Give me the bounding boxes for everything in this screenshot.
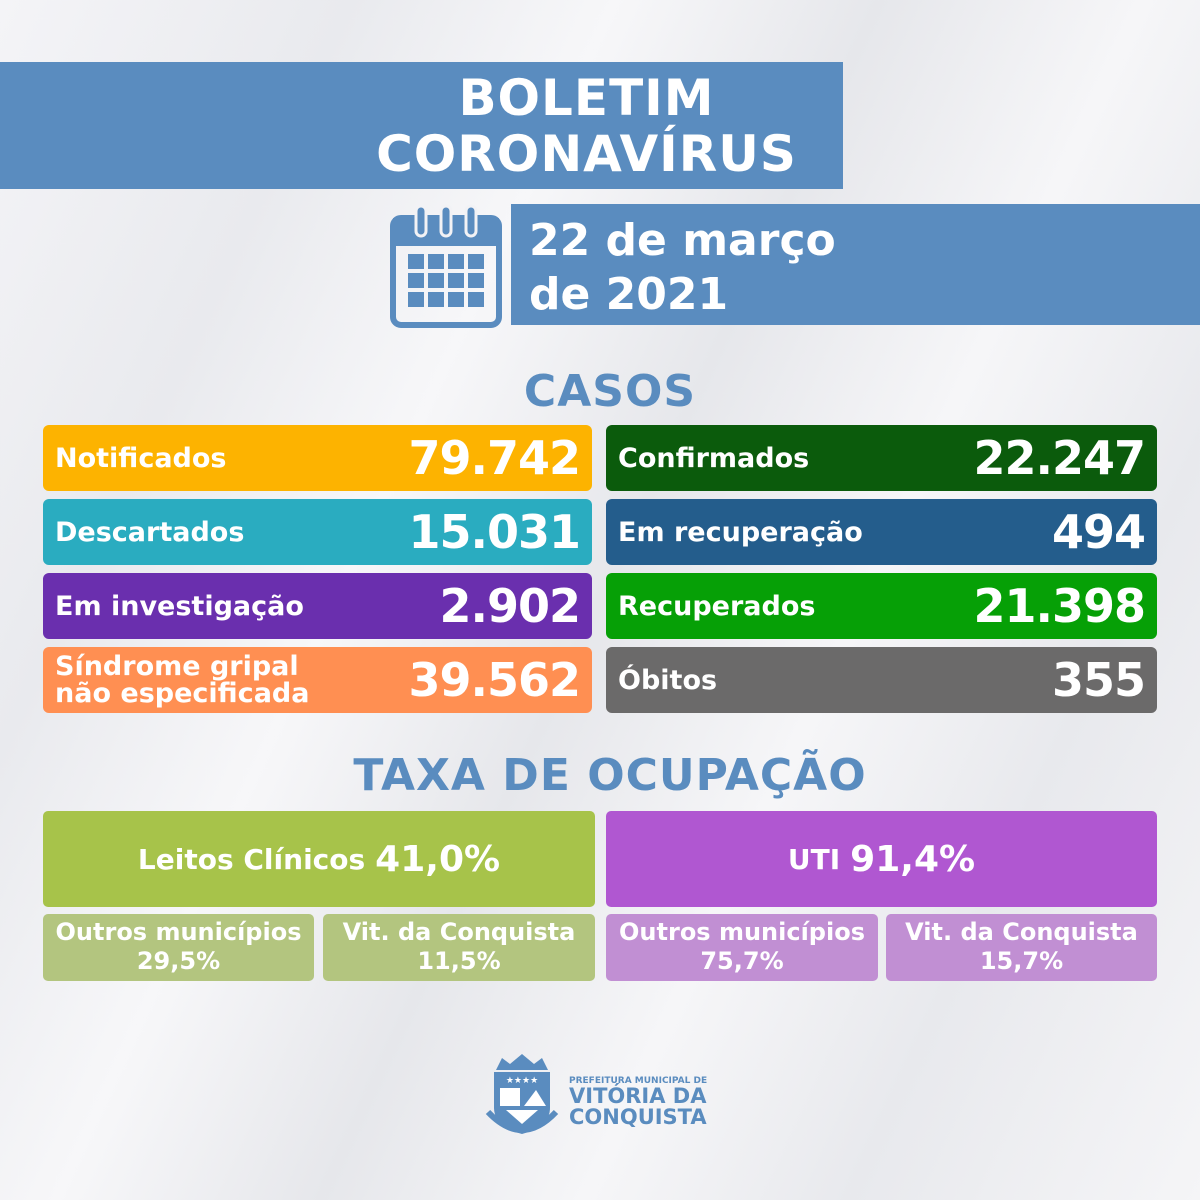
footer-line2: VITÓRIA DA: [569, 1084, 707, 1108]
card-value: 21.398: [973, 579, 1146, 633]
card-label-line2: não especificada: [55, 678, 310, 709]
card-label: Síndrome gripal não especificada: [55, 653, 309, 707]
sub-value: 75,7%: [700, 947, 784, 975]
title-line1: BOLETIM: [458, 69, 715, 127]
card-recuperados: Recuperados 21.398: [606, 573, 1157, 639]
sub-value: 15,7%: [979, 947, 1064, 975]
city-crest-logo: ★★★★: [485, 1054, 559, 1134]
sub-label: Outros municípios: [619, 918, 865, 946]
uti-value: 91,4%: [850, 838, 976, 880]
footer-line3: CONQUISTA: [569, 1105, 707, 1129]
footer-brand: PREFEITURA MUNICIPAL DE VITÓRIA DA CONQU…: [569, 1076, 707, 1128]
uti-box: UTI 91,4%: [606, 811, 1157, 907]
card-value: 2.902: [439, 579, 581, 633]
sub-value: 11,5%: [417, 947, 501, 975]
card-label-line1: Síndrome gripal: [55, 651, 299, 682]
casos-left-column: Notificados 79.742 Descartados 15.031 Em i…: [43, 425, 592, 713]
card-sindrome-gripal: Síndrome gripal não especificada 39.562: [43, 647, 592, 713]
leitos-value: 41,0%: [375, 838, 501, 880]
leitos-vit-conquista: Vit. da Conquista 11,5%: [323, 914, 595, 981]
leitos-label: Leitos Clínicos: [137, 842, 366, 876]
card-label: Notificados: [55, 442, 227, 474]
card-value: 15.031: [408, 505, 581, 559]
leitos-clinicos-box: Leitos Clínicos 41,0%: [43, 811, 595, 907]
leitos-outros-municipios: Outros municípios 29,5%: [43, 914, 314, 981]
sub-label: Vit. da Conquista: [342, 918, 576, 946]
card-label: Em investigação: [55, 590, 304, 622]
card-confirmados: Confirmados 22.247: [606, 425, 1157, 491]
date-line2: de 2021: [529, 269, 729, 320]
card-label: Óbitos: [618, 664, 718, 696]
date-banner: 22 de março de 2021: [511, 204, 1200, 325]
card-value: 494: [1051, 505, 1146, 559]
card-notificados: Notificados 79.742: [43, 425, 592, 491]
ocupacao-heading: TAXA DE OCUPAÇÃO: [353, 750, 867, 801]
card-em-recuperacao: Em recuperação 494: [606, 499, 1157, 565]
footer-line1: PREFEITURA MUNICIPAL DE: [569, 1076, 708, 1086]
card-value: 355: [1051, 653, 1146, 707]
casos-right-column: Confirmados 22.247 Em recuperação 494 Recu…: [606, 425, 1157, 713]
card-label: Confirmados: [618, 442, 810, 474]
calendar-icon: [390, 204, 502, 328]
card-value: 79.742: [408, 431, 581, 485]
uti-vit-conquista: Vit. da Conquista 15,7%: [886, 914, 1157, 981]
date-line1: 22 de março: [529, 215, 836, 266]
sub-label: Outros municípios: [55, 918, 302, 946]
card-em-investigacao: Em investigação 2.902: [43, 573, 592, 639]
sub-label: Vit. da Conquista: [905, 918, 1138, 946]
uti-outros-municipios: Outros municípios 75,7%: [606, 914, 878, 981]
card-label: Recuperados: [618, 590, 816, 622]
card-label: Em recuperação: [618, 516, 863, 548]
card-value: 22.247: [973, 431, 1146, 485]
card-value: 39.562: [408, 653, 581, 707]
card-descartados: Descartados 15.031: [43, 499, 592, 565]
sub-value: 29,5%: [136, 947, 221, 975]
svg-text:★★★★: ★★★★: [506, 1076, 538, 1086]
title-line2: CORONAVÍRUS: [376, 125, 797, 183]
title-banner: BOLETIM CORONAVÍRUS: [0, 62, 843, 189]
casos-heading: CASOS: [523, 366, 697, 417]
card-label: Descartados: [55, 516, 245, 548]
uti-label: UTI: [787, 842, 841, 876]
card-obitos: Óbitos 355: [606, 647, 1157, 713]
